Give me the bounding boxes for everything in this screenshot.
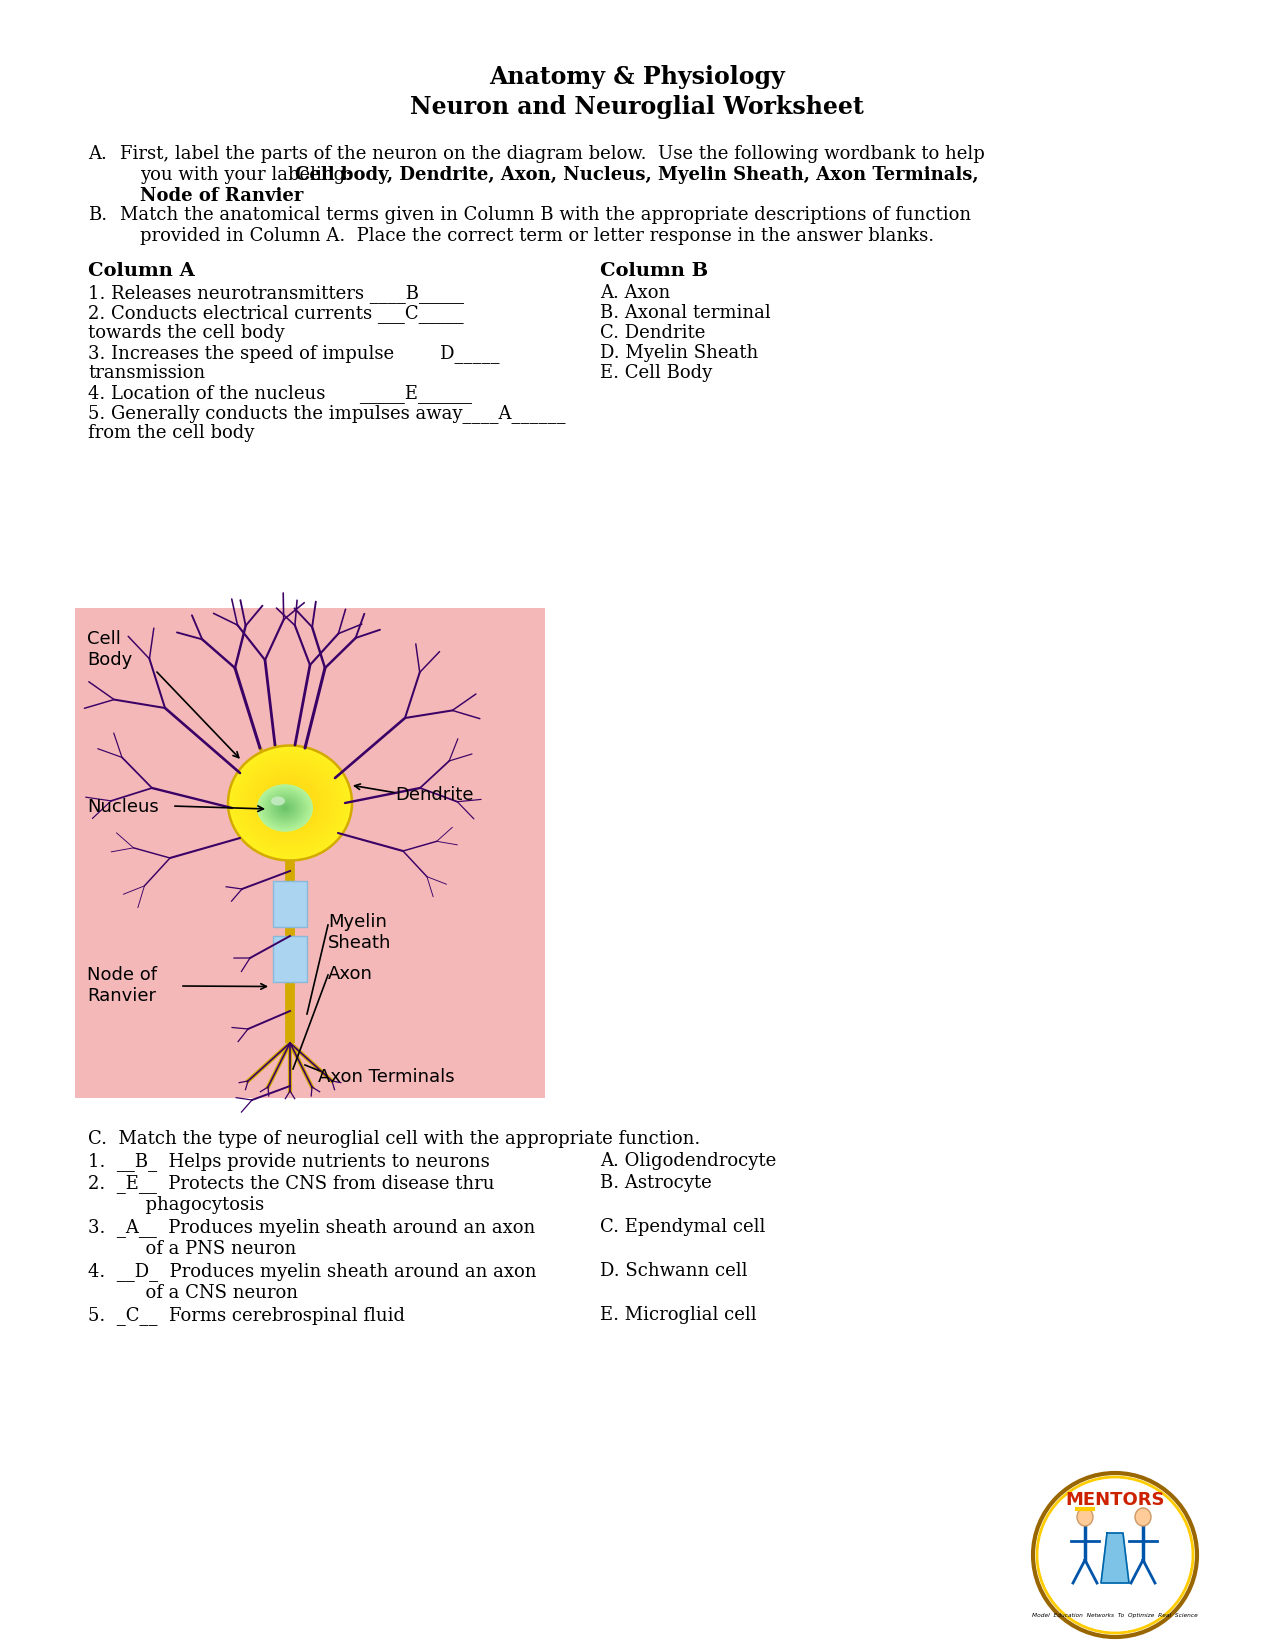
Ellipse shape (278, 802, 292, 814)
Text: E. Microglial cell: E. Microglial cell (601, 1306, 756, 1324)
Bar (273, 882, 307, 926)
Ellipse shape (242, 759, 338, 847)
Text: towards the cell body: towards the cell body (88, 324, 284, 342)
Ellipse shape (259, 786, 311, 830)
Text: B. Astrocyte: B. Astrocyte (601, 1174, 711, 1192)
Text: 4. Location of the nucleus      _____E______: 4. Location of the nucleus _____E______ (88, 385, 472, 403)
Ellipse shape (256, 771, 324, 834)
Text: you with your labeling:: you with your labeling: (140, 167, 357, 183)
Ellipse shape (274, 799, 297, 817)
Text: 5. Generally conducts the impulses away____A______: 5. Generally conducts the impulses away_… (88, 404, 566, 423)
Text: D. Myelin Sheath: D. Myelin Sheath (601, 343, 759, 362)
Ellipse shape (249, 764, 330, 840)
Text: D. Schwann cell: D. Schwann cell (601, 1261, 747, 1280)
Ellipse shape (266, 781, 314, 824)
Text: Neuron and Neuroglial Worksheet: Neuron and Neuroglial Worksheet (411, 96, 864, 119)
Ellipse shape (272, 796, 286, 806)
Ellipse shape (232, 750, 348, 857)
Ellipse shape (261, 788, 309, 827)
Text: 2. Conducts electrical currents ___C_____: 2. Conducts electrical currents ___C____… (88, 304, 464, 324)
Ellipse shape (284, 797, 296, 807)
Text: 3. Increases the speed of impulse        D_____: 3. Increases the speed of impulse D_____ (88, 343, 500, 363)
Ellipse shape (272, 796, 298, 821)
Ellipse shape (288, 801, 292, 804)
Ellipse shape (246, 763, 334, 844)
Text: A. Oligodendrocyte: A. Oligodendrocyte (601, 1152, 776, 1171)
Ellipse shape (228, 746, 352, 860)
Ellipse shape (283, 806, 287, 809)
Text: Axon: Axon (328, 964, 372, 982)
Ellipse shape (264, 791, 306, 826)
Text: Cell body, Dendrite, Axon, Nucleus, Myelin Sheath, Axon Terminals,: Cell body, Dendrite, Axon, Nucleus, Myel… (295, 167, 979, 183)
Text: Anatomy & Physiology: Anatomy & Physiology (490, 64, 785, 89)
Text: Node of
Ranvier: Node of Ranvier (87, 966, 157, 1005)
Ellipse shape (275, 801, 295, 816)
Text: Myelin
Sheath: Myelin Sheath (328, 913, 391, 951)
Text: of a CNS neuron: of a CNS neuron (88, 1284, 298, 1303)
Text: Dendrite: Dendrite (395, 786, 473, 804)
Text: Nucleus: Nucleus (87, 797, 159, 816)
Text: B.: B. (88, 206, 107, 225)
Text: transmission: transmission (88, 363, 205, 381)
Ellipse shape (280, 804, 289, 812)
Ellipse shape (270, 784, 310, 821)
Text: C. Dendrite: C. Dendrite (601, 324, 705, 342)
Text: 3.  _A__  Produces myelin sheath around an axon: 3. _A__ Produces myelin sheath around an… (88, 1218, 536, 1237)
Text: A.: A. (88, 145, 107, 163)
Ellipse shape (260, 774, 320, 830)
Text: Model  Education  Networks  To  Optimize  Real  Science: Model Education Networks To Optimize Rea… (1033, 1613, 1198, 1618)
Ellipse shape (264, 778, 316, 827)
Text: 1.  __B_  Helps provide nutrients to neurons: 1. __B_ Helps provide nutrients to neuro… (88, 1152, 490, 1171)
Text: E. Cell Body: E. Cell Body (601, 363, 713, 381)
Ellipse shape (1037, 1478, 1193, 1633)
Text: Column B: Column B (601, 263, 708, 281)
Ellipse shape (274, 788, 306, 817)
Text: B. Axonal terminal: B. Axonal terminal (601, 304, 771, 322)
Ellipse shape (280, 794, 300, 811)
Text: provided in Column A.  Place the correct term or letter response in the answer b: provided in Column A. Place the correct … (140, 226, 935, 244)
Text: 2.  _E__  Protects the CNS from disease thru: 2. _E__ Protects the CNS from disease th… (88, 1174, 495, 1194)
Text: phagocytosis: phagocytosis (88, 1195, 264, 1213)
Ellipse shape (1077, 1507, 1093, 1526)
Ellipse shape (266, 792, 303, 824)
Text: A. Axon: A. Axon (601, 284, 671, 302)
Bar (75, 608, 544, 1098)
Text: MENTORS: MENTORS (1065, 1491, 1165, 1509)
Ellipse shape (238, 756, 342, 850)
Ellipse shape (258, 784, 312, 832)
Polygon shape (1102, 1534, 1128, 1583)
Bar (273, 936, 307, 982)
Text: Axon Terminals: Axon Terminals (317, 1068, 455, 1086)
Ellipse shape (252, 768, 328, 837)
Text: Column A: Column A (88, 263, 195, 281)
Text: 5.  _C__  Forms cerebrospinal fluid: 5. _C__ Forms cerebrospinal fluid (88, 1306, 405, 1326)
Text: First, label the parts of the neuron on the diagram below.  Use the following wo: First, label the parts of the neuron on … (120, 145, 984, 163)
Text: of a PNS neuron: of a PNS neuron (88, 1240, 296, 1258)
Text: C. Ependymal cell: C. Ependymal cell (601, 1218, 765, 1237)
Ellipse shape (278, 791, 302, 814)
Text: 4.  __D_  Produces myelin sheath around an axon: 4. __D_ Produces myelin sheath around an… (88, 1261, 537, 1281)
Ellipse shape (269, 794, 301, 822)
Text: 1. Releases neurotransmitters ____B_____: 1. Releases neurotransmitters ____B_____ (88, 284, 464, 302)
Text: Node of Ranvier: Node of Ranvier (140, 187, 303, 205)
Text: C.  Match the type of neuroglial cell with the appropriate function.: C. Match the type of neuroglial cell wit… (88, 1129, 700, 1147)
Text: Match the anatomical terms given in Column B with the appropriate descriptions o: Match the anatomical terms given in Colu… (120, 206, 972, 225)
Ellipse shape (1135, 1507, 1151, 1526)
Ellipse shape (235, 753, 346, 854)
Text: from the cell body: from the cell body (88, 424, 255, 442)
Text: Cell
Body: Cell Body (87, 631, 133, 669)
